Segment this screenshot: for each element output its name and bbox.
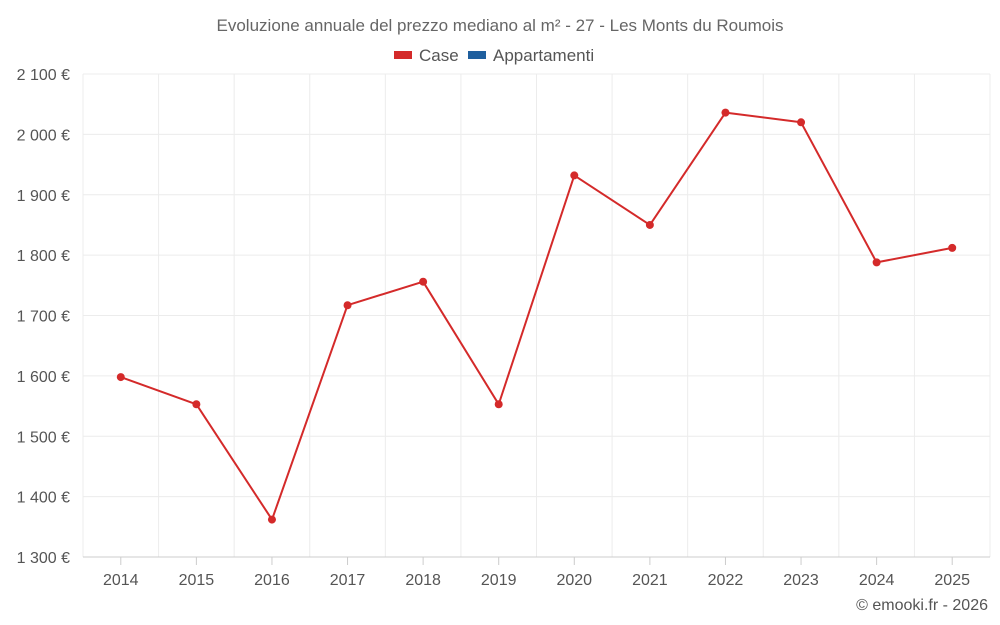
chart-title: Evoluzione annuale del prezzo mediano al…	[217, 16, 784, 35]
y-tick-label: 1 900 €	[17, 188, 70, 205]
x-tick-label: 2022	[708, 572, 744, 589]
x-tick-label: 2020	[556, 572, 592, 589]
data-point[interactable]	[721, 108, 730, 117]
credit-text: © emooki.fr - 2026	[856, 597, 988, 614]
legend-label-case[interactable]: Case	[419, 46, 459, 65]
data-point[interactable]	[797, 118, 806, 127]
x-tick-label: 2017	[330, 572, 366, 589]
data-point[interactable]	[267, 515, 276, 524]
y-tick-label: 1 500 €	[17, 429, 70, 446]
y-tick-label: 1 600 €	[17, 369, 70, 386]
data-point[interactable]	[570, 171, 579, 180]
x-tick-label: 2019	[481, 572, 517, 589]
data-point[interactable]	[343, 301, 352, 310]
data-point[interactable]	[494, 400, 503, 409]
x-grid	[82, 74, 991, 557]
x-tick-label: 2014	[103, 572, 139, 589]
data-point[interactable]	[645, 220, 654, 229]
x-tick-label: 2015	[179, 572, 215, 589]
x-tick-label: 2016	[254, 572, 290, 589]
x-tick-label: 2023	[783, 572, 819, 589]
data-point[interactable]	[872, 258, 881, 267]
legend: Case Appartamenti	[394, 46, 594, 65]
legend-label-appartamenti[interactable]: Appartamenti	[493, 46, 594, 65]
y-tick-label: 1 300 €	[17, 550, 70, 567]
x-axis-labels: 2014 2015 2016 2017 2018 2019 2020 2021 2022 2023…	[103, 557, 970, 589]
series-case	[116, 108, 957, 524]
y-axis-labels: 1 300 € 1 400 € 1 500 € 1 600 € 1 700 € 1 800…	[17, 67, 70, 567]
data-point[interactable]	[192, 400, 201, 409]
data-point[interactable]	[419, 277, 428, 286]
x-tick-label: 2025	[934, 572, 970, 589]
x-tick-label: 2021	[632, 572, 668, 589]
x-tick-label: 2018	[405, 572, 441, 589]
data-point[interactable]	[116, 373, 125, 382]
y-tick-label: 1 800 €	[17, 248, 70, 265]
series-line-case	[120, 111, 953, 521]
y-tick-label: 1 400 €	[17, 490, 70, 507]
legend-swatch-case	[394, 51, 412, 59]
y-tick-label: 2 000 €	[17, 127, 70, 144]
y-tick-label: 1 700 €	[17, 309, 70, 326]
y-tick-label: 2 100 €	[17, 67, 70, 84]
data-point[interactable]	[948, 243, 957, 252]
x-tick-label: 2024	[859, 572, 895, 589]
legend-swatch-appartamenti	[468, 51, 486, 59]
